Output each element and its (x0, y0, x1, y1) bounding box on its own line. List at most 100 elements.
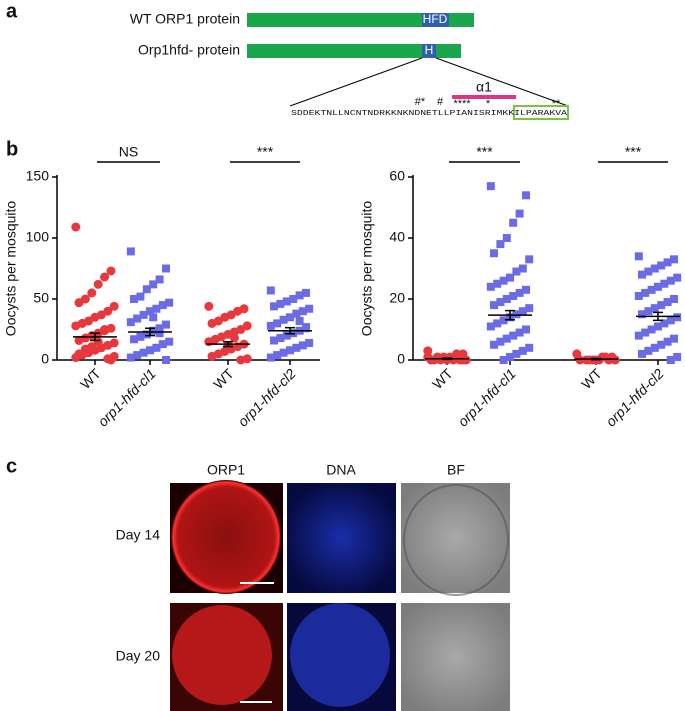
data-point (490, 249, 498, 258)
y-tick-label: 50 (33, 290, 49, 306)
protein-bar (247, 44, 461, 58)
data-point (486, 182, 495, 191)
data-point (100, 272, 110, 282)
data-point (266, 286, 275, 295)
data-point (71, 222, 81, 232)
data-point (289, 295, 298, 303)
data-point (146, 346, 154, 355)
data-point (673, 313, 682, 322)
data-point (515, 209, 524, 218)
data-point (518, 264, 527, 273)
data-point (273, 319, 282, 328)
data-point (130, 295, 138, 303)
data-point (207, 318, 217, 328)
data-point (136, 332, 145, 341)
domain-label: H (425, 43, 434, 57)
protein-label: WT ORP1 protein (130, 11, 240, 27)
domain-box (422, 13, 449, 27)
data-point (522, 285, 530, 294)
data-point (142, 330, 151, 339)
significance-label: *** (625, 144, 642, 160)
data-point (502, 334, 511, 343)
data-point (204, 301, 214, 311)
y-tick-label: 60 (389, 168, 405, 184)
data-point (295, 291, 304, 300)
data-point (295, 316, 304, 325)
data-point (282, 331, 291, 340)
data-point (93, 337, 103, 347)
data-point (666, 316, 675, 325)
x-tick-label: orp1-hfd-cl2 (235, 365, 299, 429)
data-point (276, 299, 285, 308)
data-point (638, 310, 646, 319)
data-point (486, 322, 495, 331)
data-point (126, 353, 135, 362)
data-point (525, 304, 534, 313)
site-mark: #* (415, 96, 426, 108)
data-point (155, 329, 164, 338)
data-point (512, 267, 521, 276)
data-point (644, 267, 653, 276)
zoom-line (289, 57, 423, 107)
data-point (509, 331, 518, 340)
column-header: BF (447, 462, 465, 478)
x-tick-label: orp1-hfd-cl1 (455, 365, 519, 429)
data-point (266, 353, 275, 362)
column-header: DNA (326, 462, 356, 478)
column-header: ORP1 (207, 462, 245, 478)
x-tick-label: orp1-hfd-cl1 (95, 365, 159, 429)
data-point (638, 270, 646, 279)
x-tick-label: WT (429, 365, 456, 392)
data-point (634, 291, 643, 300)
x-tick-label: WT (578, 365, 605, 392)
data-point (305, 304, 314, 313)
data-point (641, 288, 650, 297)
data-point (126, 318, 135, 327)
data-point (103, 354, 113, 364)
significance-label: *** (257, 144, 274, 160)
y-tick-label: 150 (26, 168, 50, 184)
data-point (634, 252, 643, 261)
data-point (650, 264, 659, 273)
y-tick-label: 0 (41, 351, 49, 367)
panel-label: b (6, 138, 18, 160)
data-point (286, 313, 294, 322)
data-point (496, 337, 505, 346)
data-point (663, 337, 672, 346)
data-point (506, 352, 514, 361)
y-axis-label: Oocysts per mosquito (359, 201, 375, 337)
data-point (133, 314, 142, 323)
sequence: SDDEKTNLLNCNTNDRKKNKNDNETLLPIANISRIMKKIL… (291, 110, 568, 118)
data-point (666, 276, 675, 285)
data-point (87, 288, 97, 298)
data-point (282, 297, 291, 306)
y-tick-label: 0 (397, 351, 405, 367)
data-point (155, 324, 164, 333)
data-point (638, 349, 646, 358)
data-point (610, 355, 620, 365)
data-point (270, 302, 278, 311)
data-point (522, 325, 530, 334)
data-point (126, 247, 135, 256)
data-point (663, 298, 672, 307)
data-point (423, 352, 433, 362)
data-point (670, 255, 678, 264)
data-point (663, 258, 672, 267)
data-point (499, 276, 508, 285)
data-point (499, 316, 508, 325)
data-point (647, 285, 656, 294)
data-point (162, 320, 170, 329)
data-point (152, 343, 161, 352)
data-point (298, 307, 307, 316)
data-point (155, 275, 164, 284)
site-mark: # (437, 96, 444, 108)
data-point (162, 264, 170, 273)
row-label: Day 20 (116, 648, 161, 664)
data-point (670, 295, 678, 303)
data-point (666, 356, 675, 364)
data-point (236, 355, 246, 365)
domain-label: HFD (423, 12, 448, 26)
protein-bar (247, 13, 474, 27)
data-point (149, 313, 158, 322)
